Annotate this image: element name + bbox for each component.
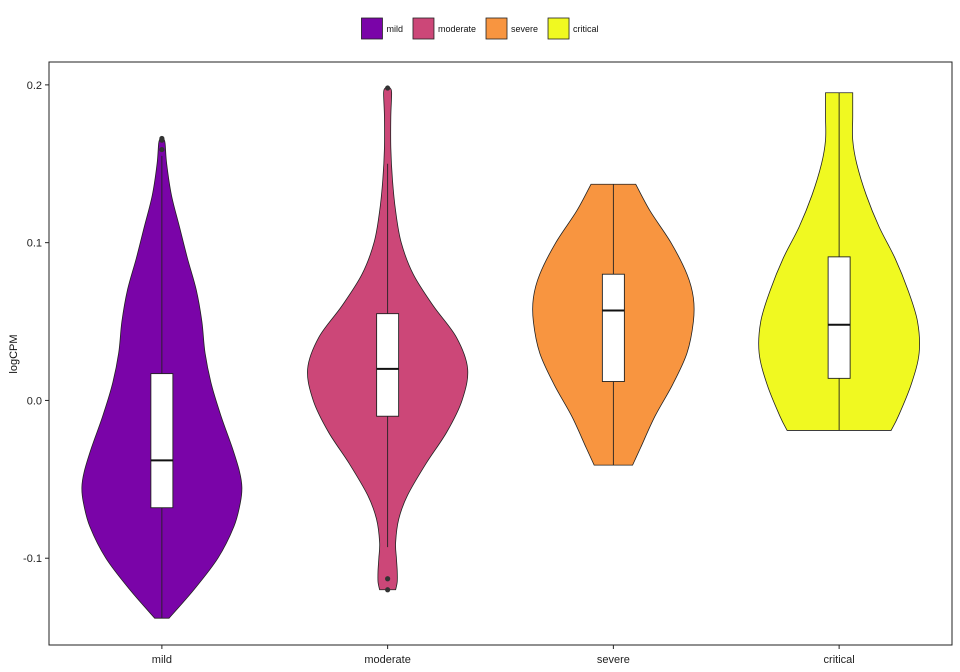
legend-label-severe: severe: [511, 24, 538, 34]
legend-key-critical: [547, 17, 570, 40]
y-tick-label: 0.2: [27, 80, 42, 92]
legend-label-critical: critical: [573, 24, 599, 34]
outlier-point: [385, 85, 391, 91]
outlier-point: [159, 135, 165, 142]
y-tick-label: 0.0: [27, 395, 42, 407]
legend-key-moderate: [412, 17, 435, 40]
outlier-point: [385, 587, 391, 593]
box-moderate: [376, 313, 400, 417]
box-mild: [150, 373, 174, 509]
box-severe: [601, 273, 625, 382]
x-tick-label: critical: [824, 654, 855, 666]
outlier-point: [385, 576, 391, 582]
box-critical: [827, 256, 851, 379]
outlier-point: [159, 146, 165, 153]
x-tick-label: moderate: [364, 654, 410, 666]
legend: mild moderate severe critical: [361, 17, 599, 40]
y-axis: -0.1 0.0 0.1 0.2: [23, 80, 49, 565]
x-tick-label: mild: [152, 654, 172, 666]
legend-key-severe: [485, 17, 508, 40]
legend-label-moderate: moderate: [438, 24, 476, 34]
y-axis-title: logCPM: [8, 334, 20, 373]
y-tick-label: -0.1: [23, 553, 42, 565]
legend-label-mild: mild: [386, 24, 403, 34]
x-tick-label: severe: [597, 654, 630, 666]
boxplots-layer: [150, 85, 851, 619]
x-axis: mild moderate severe critical: [152, 645, 855, 666]
y-tick-label: 0.1: [27, 238, 42, 250]
legend-key-mild: [361, 17, 383, 40]
